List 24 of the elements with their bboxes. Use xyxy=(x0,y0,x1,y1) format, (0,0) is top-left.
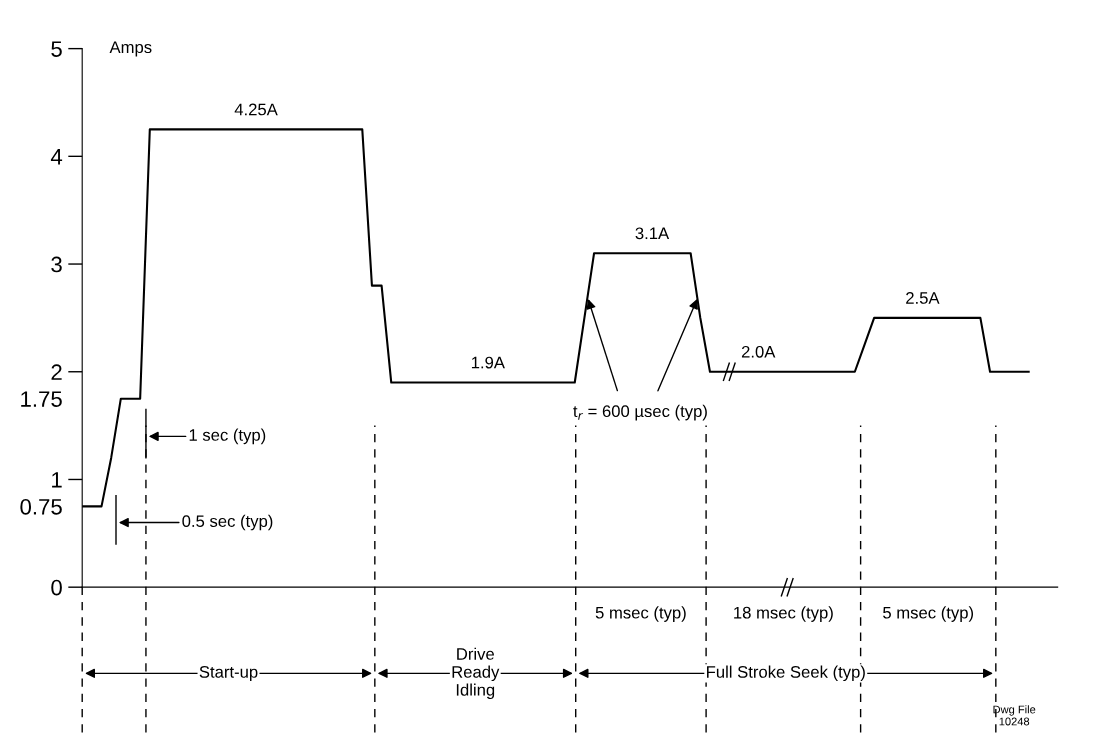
annotation: 1 sec (typ) xyxy=(189,428,266,445)
y-tick-label: 2 xyxy=(51,364,62,380)
data-label: 4.25A xyxy=(234,103,278,116)
annotation: 0.5 sec (typ) xyxy=(182,514,273,531)
data-label: 3.1A xyxy=(635,227,670,240)
text: Full Stroke Seek (typ) xyxy=(707,665,865,682)
data-label: 2.0A xyxy=(741,345,776,358)
text: 18 msec (typ) xyxy=(734,606,833,622)
y-tick-label: 0 xyxy=(51,579,62,596)
text: Start-up xyxy=(199,666,258,682)
data-label: 2.5A xyxy=(906,292,940,304)
text: Drive Ready Idling xyxy=(452,647,500,700)
y-tick-label: 5 xyxy=(51,41,62,57)
y-tick-label: 4 xyxy=(50,149,63,165)
text: Dwg File 10248 xyxy=(993,705,1036,726)
data-label: 1.9A xyxy=(471,356,505,369)
text: 5 msec (typ) xyxy=(595,606,686,622)
text: 5 msec (typ) xyxy=(883,606,974,622)
y-axis-title: Amps xyxy=(109,41,152,57)
y-tick-label: 1 xyxy=(52,472,62,488)
y-tick-label: 0.75 xyxy=(20,498,62,515)
y-tick-label: 3 xyxy=(51,256,62,273)
y-tick-label: 1.75 xyxy=(21,391,62,407)
annotation: t$_{r}$ = 600 µsec (typ) xyxy=(573,404,707,421)
